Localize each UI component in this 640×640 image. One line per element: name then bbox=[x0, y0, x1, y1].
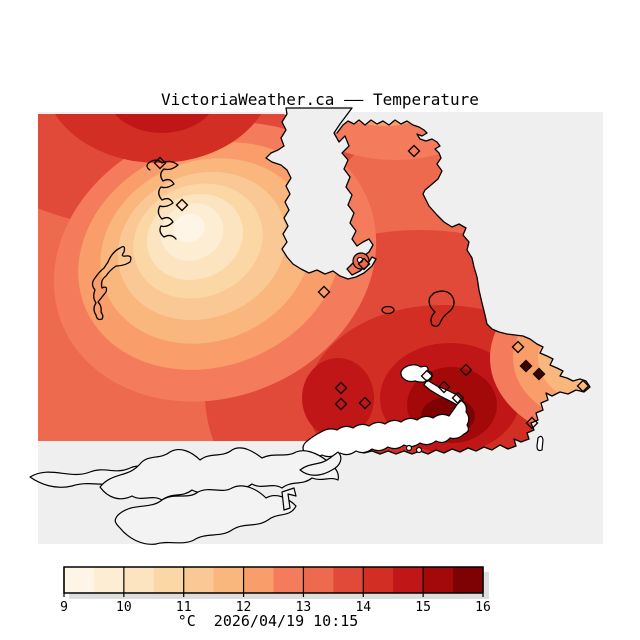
station-diamond-icon bbox=[511, 340, 525, 354]
station-diamond-icon bbox=[334, 381, 348, 395]
station-diamond-icon bbox=[358, 396, 372, 410]
station-marker[interactable] bbox=[459, 363, 473, 377]
tick-label: 11 bbox=[176, 600, 192, 615]
nw-hot-patch-outer bbox=[43, 114, 273, 163]
nw-hot-patch-core bbox=[104, 114, 220, 133]
warm-core-west bbox=[302, 358, 374, 438]
station-marker[interactable] bbox=[153, 156, 167, 170]
colorbar-tick-labels: 9 10 11 12 13 14 15 16 bbox=[60, 600, 491, 615]
colorbar-segments bbox=[64, 567, 483, 593]
south-shore-hook bbox=[281, 487, 297, 511]
station-diamond-icon bbox=[459, 363, 473, 377]
station-diamond-icon bbox=[437, 380, 451, 394]
station-marker[interactable] bbox=[519, 359, 533, 373]
colorbar-segment bbox=[273, 567, 304, 593]
south-shore-outline-bumps bbox=[114, 485, 297, 545]
station-markers bbox=[153, 144, 590, 430]
peninsula-coastline bbox=[318, 119, 591, 455]
tick-label: 10 bbox=[116, 600, 132, 615]
station-marker[interactable] bbox=[451, 391, 465, 405]
colorbar-segment bbox=[93, 567, 125, 593]
station-diamond-icon bbox=[519, 359, 533, 373]
harbour-islet-1 bbox=[405, 444, 413, 452]
colorbar-segment bbox=[423, 567, 454, 593]
station-diamond-icon bbox=[576, 379, 590, 393]
small-lake-outline bbox=[381, 305, 395, 315]
station-marker[interactable] bbox=[175, 198, 189, 212]
colorbar-segment bbox=[153, 567, 185, 593]
offshore-islet-j bbox=[536, 435, 544, 452]
station-diamond-icon bbox=[175, 198, 189, 212]
station-marker[interactable] bbox=[334, 381, 348, 395]
station-marker[interactable] bbox=[511, 340, 525, 354]
colorbar: 9 10 11 12 13 14 15 16 °C 2026/04/19 10:… bbox=[60, 566, 491, 630]
tick-label: 14 bbox=[355, 600, 371, 615]
station-diamond-icon bbox=[357, 257, 371, 271]
station-marker[interactable] bbox=[334, 397, 348, 411]
colorbar-border bbox=[63, 566, 484, 594]
station-marker[interactable] bbox=[420, 369, 434, 383]
colorbar-segment bbox=[213, 567, 244, 593]
station-marker[interactable] bbox=[357, 257, 371, 271]
tick-label: 12 bbox=[236, 600, 252, 615]
station-diamond-icon bbox=[407, 144, 421, 158]
colorbar-segment bbox=[303, 567, 334, 593]
station-marker[interactable] bbox=[525, 416, 539, 430]
tick-label: 15 bbox=[415, 600, 431, 615]
station-marker[interactable] bbox=[407, 144, 421, 158]
station-marker[interactable] bbox=[317, 285, 331, 299]
harbour-islet-2 bbox=[415, 446, 423, 454]
colorbar-segment bbox=[183, 567, 215, 593]
elk-lake-outline bbox=[428, 290, 455, 327]
cool-ring-1 bbox=[173, 213, 205, 243]
station-marker[interactable] bbox=[532, 367, 546, 381]
station-diamond-icon bbox=[525, 416, 539, 430]
station-marker[interactable] bbox=[358, 396, 372, 410]
harbour-water bbox=[302, 399, 470, 458]
colorbar-segment bbox=[393, 567, 424, 593]
cool-spot-stream bbox=[146, 159, 179, 240]
colorbar-segment bbox=[64, 567, 95, 593]
colorbar-segment bbox=[363, 567, 394, 593]
station-diamond-icon bbox=[532, 367, 546, 381]
station-marker[interactable] bbox=[576, 379, 590, 393]
colorbar-unit-timestamp: °C 2026/04/19 10:15 bbox=[178, 612, 359, 630]
colorbar-segment bbox=[243, 567, 274, 593]
tick-label: 16 bbox=[475, 600, 491, 615]
colorbar-segment bbox=[123, 567, 155, 593]
station-diamond-icon bbox=[317, 285, 331, 299]
station-diamond-icon bbox=[420, 369, 434, 383]
south-shore-outline-east bbox=[299, 451, 342, 476]
page-title: VictoriaWeather.ca —— Temperature bbox=[161, 90, 479, 109]
tick-label: 13 bbox=[296, 600, 312, 615]
station-diamond-icon bbox=[153, 156, 167, 170]
south-shore-outline-main bbox=[99, 447, 339, 501]
tick-label: 9 bbox=[60, 600, 68, 615]
inlet-water bbox=[265, 107, 377, 280]
station-diamond-icon bbox=[334, 397, 348, 411]
colorbar-segment bbox=[453, 567, 483, 593]
colorbar-segment bbox=[333, 567, 364, 593]
station-marker[interactable] bbox=[437, 380, 451, 394]
inlet-island-chain bbox=[91, 246, 132, 321]
station-diamond-icon bbox=[451, 391, 465, 405]
